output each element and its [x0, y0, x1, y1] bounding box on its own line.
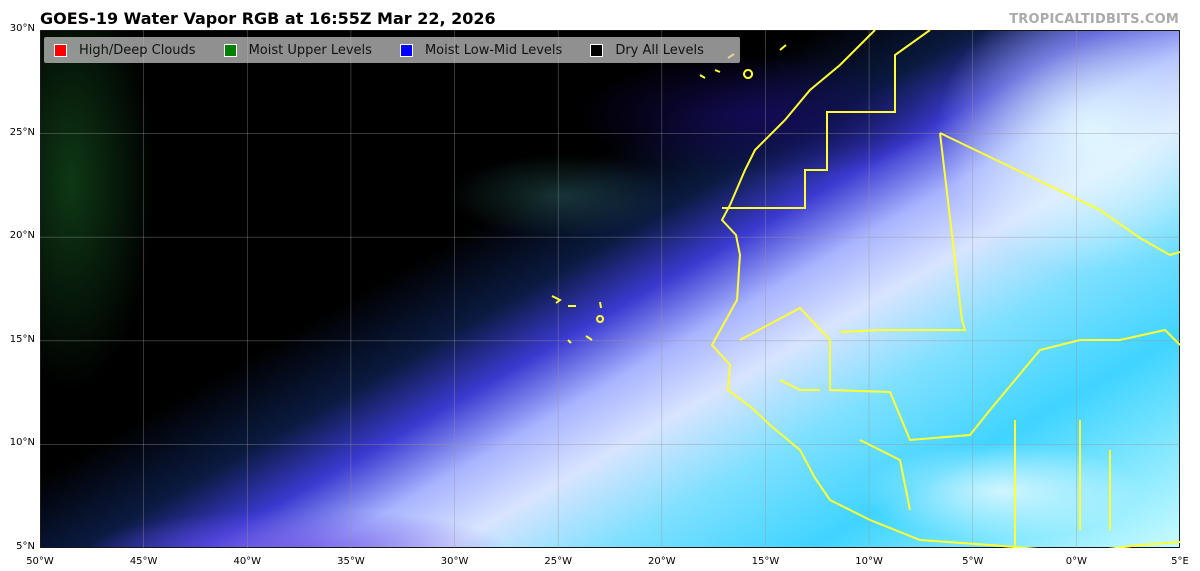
x-tick-label: 35°W — [337, 556, 365, 567]
legend-swatch — [223, 43, 237, 57]
x-tick-label: 45°W — [129, 556, 158, 567]
legend-swatch — [590, 43, 604, 57]
legend-label: High/Deep Clouds — [79, 42, 196, 58]
mauritania-border — [722, 30, 931, 209]
y-tick-label: 25°N — [9, 126, 35, 138]
coastlines-borders — [551, 30, 1180, 548]
x-tick-label: 30°W — [440, 556, 469, 567]
mali-border — [839, 132, 1180, 333]
x-tick-label: 25°W — [544, 556, 572, 567]
legend-label: Moist Upper Levels — [248, 42, 372, 58]
x-tick-label: 5°W — [962, 556, 984, 567]
gridlines — [40, 30, 1180, 548]
legend-item-moist-upper: Moist Upper Levels — [223, 42, 372, 58]
image-title: GOES-19 Water Vapor RGB at 16:55Z Mar 22… — [40, 9, 496, 28]
x-tick-label: 0°W — [1065, 556, 1087, 567]
canary-islands — [699, 44, 787, 79]
y-tick-label: 15°N — [9, 333, 35, 345]
legend-item-dry: Dry All Levels — [590, 43, 704, 58]
cape-verde-islands — [551, 295, 605, 344]
y-tick-label: 5°N — [16, 541, 35, 552]
legend-swatch — [399, 43, 413, 57]
map-overlay — [40, 30, 1180, 548]
brand-watermark: TROPICALTIDBITS.COM — [1009, 12, 1179, 27]
y-tick-label: 30°N — [9, 23, 35, 34]
legend-label: Moist Low-Mid Levels — [424, 42, 563, 58]
x-tick-label: 10°W — [855, 556, 883, 567]
x-tick-label: 15°W — [751, 556, 780, 567]
legend-swatch — [54, 43, 67, 57]
x-tick-label: 40°W — [233, 556, 262, 567]
y-tick-label: 10°N — [9, 437, 35, 449]
inland-borders — [739, 306, 1180, 548]
x-tick-label: 5°E — [1171, 556, 1189, 567]
satellite-map[interactable] — [40, 30, 1180, 548]
legend-item-moist-low-mid: Moist Low-Mid Levels — [399, 42, 563, 58]
legend: High/Deep Clouds Moist Upper Levels Mois… — [44, 37, 740, 63]
west-africa-coastline — [710, 30, 1180, 548]
legend-item-high-deep-clouds: High/Deep Clouds — [54, 43, 196, 58]
y-tick-label: 20°N — [9, 230, 35, 242]
x-tick-label: 50°W — [26, 556, 54, 567]
legend-label: Dry All Levels — [615, 42, 704, 58]
x-tick-label: 20°W — [648, 556, 676, 567]
